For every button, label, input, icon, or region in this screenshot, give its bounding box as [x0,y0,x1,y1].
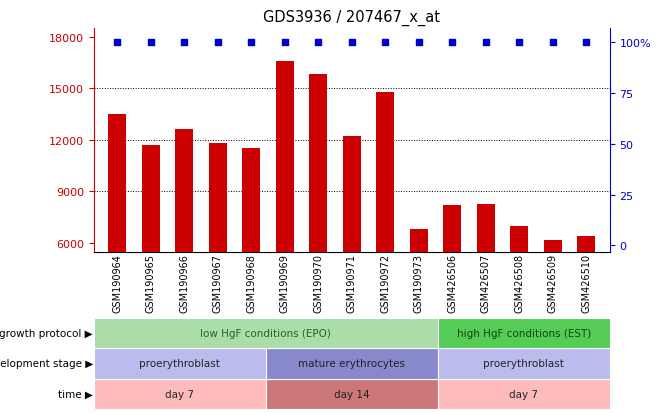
Text: development stage ▶: development stage ▶ [0,358,93,368]
Text: day 7: day 7 [509,389,538,399]
Point [145,40,156,46]
Bar [376,93,395,346]
Bar [443,206,462,346]
Bar [275,62,294,346]
Text: day 14: day 14 [334,389,370,399]
Point [212,40,223,46]
Bar [94,318,438,348]
Text: proerythroblast: proerythroblast [483,358,564,368]
Bar [309,75,328,346]
Bar [175,130,194,346]
Point [179,40,190,46]
Point [346,40,357,46]
Point [581,40,592,46]
Point [313,40,324,46]
Point [413,40,424,46]
Title: GDS3936 / 207467_x_at: GDS3936 / 207467_x_at [263,10,440,26]
Text: low HgF conditions (EPO): low HgF conditions (EPO) [200,328,331,338]
Point [112,40,123,46]
Point [514,40,525,46]
Bar [438,348,610,379]
Bar [438,318,610,348]
Bar [208,144,227,346]
Point [279,40,290,46]
Bar [577,237,596,346]
Bar [409,230,428,346]
Point [380,40,391,46]
Point [480,40,491,46]
Bar [108,115,127,346]
Text: mature erythrocytes: mature erythrocytes [298,358,405,368]
Bar [510,226,529,346]
Bar [141,145,160,346]
Point [447,40,458,46]
Text: day 7: day 7 [165,389,194,399]
Bar [94,379,266,409]
Text: proerythroblast: proerythroblast [139,358,220,368]
Bar [242,149,261,346]
Bar [342,137,361,346]
Bar [438,379,610,409]
Text: time ▶: time ▶ [58,389,93,399]
Bar [94,348,266,379]
Bar [266,379,438,409]
Text: high HgF conditions (EST): high HgF conditions (EST) [456,328,591,338]
Bar [476,205,495,346]
Point [547,40,558,46]
Text: growth protocol ▶: growth protocol ▶ [0,328,93,338]
Bar [543,240,562,346]
Bar [266,348,438,379]
Point [246,40,257,46]
